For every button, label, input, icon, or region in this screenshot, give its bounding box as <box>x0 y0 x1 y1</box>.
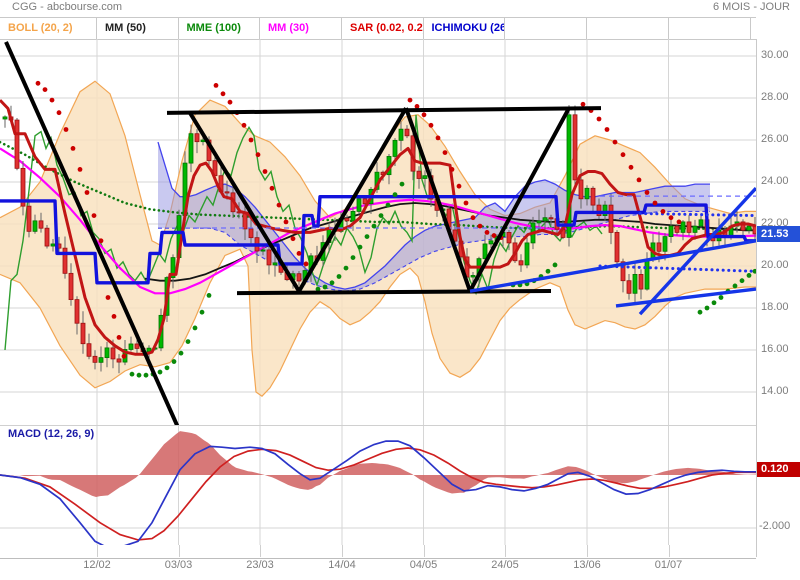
black-trendline[interactable] <box>236 288 552 296</box>
mm30-line <box>0 147 756 295</box>
date-tick <box>423 545 425 557</box>
black-trendline[interactable] <box>188 111 301 293</box>
date-tick <box>587 545 588 557</box>
period-label: 6 MOIS - JOUR <box>712 1 790 13</box>
date-tick <box>97 545 98 557</box>
date-axis-label: 12/02 <box>83 559 111 571</box>
price-axis-tick: 24.00 <box>761 175 789 187</box>
date-axis-label: 01/07 <box>654 559 683 571</box>
black-trendline[interactable] <box>468 107 571 293</box>
blue-trendline[interactable] <box>469 239 756 293</box>
date-axis-label: 03/03 <box>164 559 193 571</box>
last-price-value: 21.53 <box>761 228 789 240</box>
date-tick <box>668 545 670 557</box>
blue-trendline[interactable] <box>638 186 756 316</box>
date-axis-label: 23/03 <box>246 559 274 571</box>
macd-main-line <box>0 440 756 545</box>
legend-item-mme: MME (100) <box>179 18 260 39</box>
date-axis-label: 13/06 <box>573 559 601 571</box>
macd-value-badge: 0.120 <box>757 462 800 477</box>
date-tick <box>342 545 343 557</box>
legend-item-boll: BOLL (20, 2) <box>0 18 97 39</box>
black-trendline[interactable] <box>297 107 408 293</box>
indicator-legend: BOLL (20, 2) MM (50) MME (100) MM (30) SAR (… <box>0 17 756 40</box>
date-axis-label: 24/05 <box>491 559 519 571</box>
macd-axis-tick: -2.000 <box>759 520 791 532</box>
black-trendline[interactable] <box>404 107 472 292</box>
macd-signal-line <box>0 447 756 541</box>
legend-cell-empty <box>669 18 751 39</box>
price-axis-tick: 18.00 <box>761 301 789 313</box>
date-axis-label: 04/05 <box>409 559 438 571</box>
chart-header: CGG - abcbourse.com 6 MOIS - JOUR <box>0 0 800 17</box>
legend-item-mm: MM (50) <box>97 18 179 39</box>
date-axis-label: 14/04 <box>328 559 356 571</box>
macd-indicator-label: MACD (12, 26, 9) <box>8 428 95 440</box>
legend-item-sar: SAR (0.02, 0.2) <box>342 18 424 39</box>
price-axis-tick: 30.00 <box>761 49 789 61</box>
price-axis-tick: 16.00 <box>761 343 789 355</box>
legend-item-ichimoku: ICHIMOKU (26, 9) <box>424 18 505 39</box>
price-axis-tick: 28.00 <box>761 91 789 103</box>
macd-value: 0.120 <box>761 463 789 475</box>
macd-chart-svg <box>0 426 756 545</box>
black-trendline[interactable] <box>4 41 180 425</box>
black-trendline[interactable] <box>166 106 602 115</box>
date-axis <box>0 545 756 559</box>
date-tick <box>178 545 180 557</box>
blue-trendline[interactable] <box>615 287 756 308</box>
date-tick <box>505 545 506 557</box>
price-axis-tick: 26.00 <box>761 133 789 145</box>
last-price-badge: 21.53 <box>757 226 800 242</box>
macd-histogram <box>0 431 756 497</box>
date-tick <box>260 545 261 557</box>
candles-layer <box>2 105 756 374</box>
legend-item-mm: MM (30) <box>260 18 342 39</box>
macd-chart-area[interactable]: MACD (12, 26, 9) <box>0 425 756 546</box>
legend-cell-empty <box>587 18 669 39</box>
plot-right-border <box>756 39 757 557</box>
price-axis-tick: 14.00 <box>761 385 789 397</box>
price-axis-tick: 20.00 <box>761 259 789 271</box>
ichimoku-dotted-span <box>598 264 756 273</box>
ichimoku-dotted-span <box>638 212 756 218</box>
instrument-title: CGG - abcbourse.com <box>12 1 123 13</box>
legend-cell-empty <box>505 18 587 39</box>
price-chart-svg <box>0 39 756 425</box>
price-chart-area[interactable] <box>0 39 756 425</box>
